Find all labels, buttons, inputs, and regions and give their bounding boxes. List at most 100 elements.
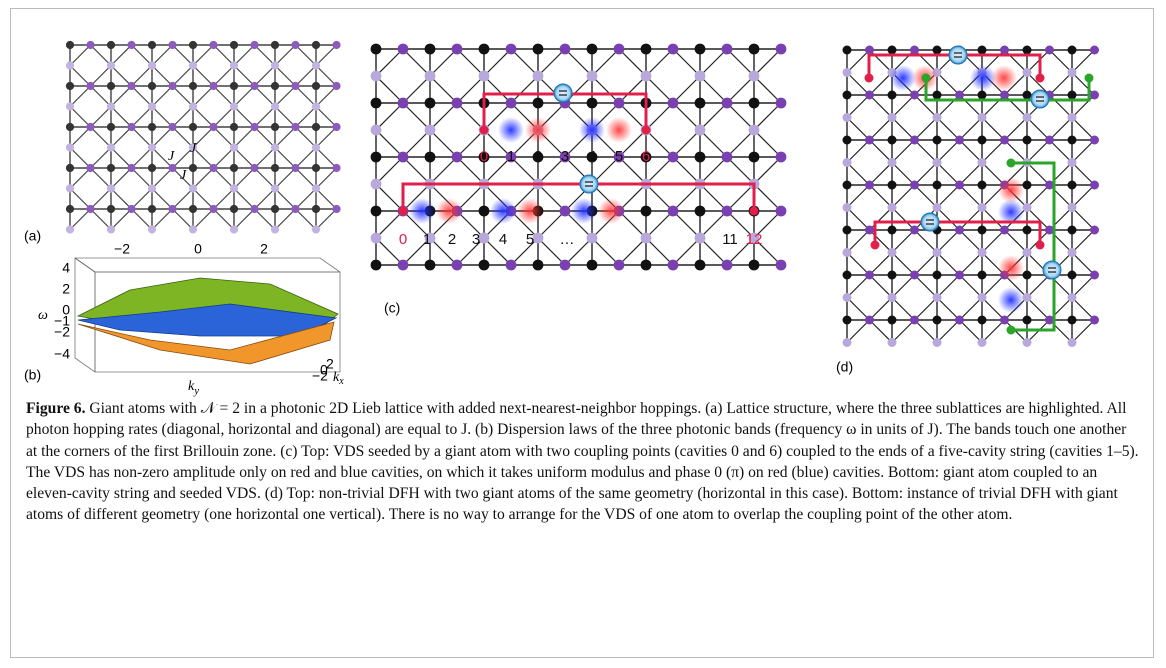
- bond: [754, 130, 781, 157]
- bond: [937, 95, 960, 118]
- site: [332, 205, 340, 213]
- bond: [847, 320, 870, 343]
- bond: [193, 189, 214, 210]
- site: [865, 91, 874, 100]
- site: [479, 71, 490, 82]
- site: [66, 82, 74, 90]
- bond: [234, 45, 255, 66]
- bond: [892, 320, 915, 343]
- bond: [1050, 50, 1073, 73]
- site: [776, 152, 787, 163]
- bond: [960, 118, 983, 141]
- bond: [870, 298, 893, 321]
- site: [955, 136, 964, 145]
- site: [107, 143, 115, 151]
- bond: [275, 127, 296, 148]
- tick-label: −2: [54, 324, 70, 340]
- bond: [1027, 208, 1050, 231]
- bond: [847, 185, 870, 208]
- bond: [915, 118, 938, 141]
- bond: [255, 209, 276, 230]
- bond: [173, 107, 194, 128]
- bond: [193, 209, 214, 230]
- site: [189, 123, 197, 131]
- bond: [937, 73, 960, 96]
- bond: [892, 275, 915, 298]
- bond: [376, 157, 403, 184]
- bond: [1005, 95, 1028, 118]
- bond: [111, 168, 132, 189]
- tick-label: 4: [62, 260, 70, 276]
- bond: [673, 211, 700, 238]
- site: [230, 184, 238, 192]
- site: [371, 206, 382, 217]
- site: [271, 102, 279, 110]
- site: [291, 41, 299, 49]
- caption-text: Giant atoms with 𝒩 = 2 in a photonic 2D …: [26, 400, 1139, 523]
- bond: [1072, 275, 1095, 298]
- bond: [193, 107, 214, 128]
- site: [641, 206, 652, 217]
- site: [978, 316, 987, 325]
- site: [209, 123, 217, 131]
- bond: [1027, 118, 1050, 141]
- bond: [673, 103, 700, 130]
- bond: [870, 185, 893, 208]
- site: [189, 102, 197, 110]
- bond: [1072, 140, 1095, 163]
- site: [398, 152, 409, 163]
- giant-atom: [554, 84, 572, 102]
- bond: [255, 86, 276, 107]
- site: [148, 123, 156, 131]
- site: [933, 293, 942, 302]
- site: [978, 136, 987, 145]
- bond: [847, 208, 870, 231]
- site: [425, 44, 436, 55]
- site: [479, 206, 490, 217]
- tick-label: 2: [260, 241, 268, 257]
- site: [250, 41, 258, 49]
- bond: [915, 253, 938, 276]
- site: [978, 293, 987, 302]
- site: [587, 44, 598, 55]
- cavity-label: …: [560, 231, 575, 248]
- bond: [700, 157, 727, 184]
- site: [148, 61, 156, 69]
- bond: [700, 49, 727, 76]
- site: [332, 82, 340, 90]
- bond: [847, 253, 870, 276]
- bond: [376, 76, 403, 103]
- bond: [960, 185, 983, 208]
- site: [776, 98, 787, 109]
- site: [865, 316, 874, 325]
- bond: [870, 95, 893, 118]
- bond: [1050, 95, 1073, 118]
- bond: [316, 107, 337, 128]
- site: [479, 260, 490, 271]
- site: [1068, 293, 1077, 302]
- bond: [275, 168, 296, 189]
- bond: [111, 209, 132, 230]
- site: [614, 260, 625, 271]
- bond: [255, 107, 276, 128]
- bond: [275, 209, 296, 230]
- site: [66, 102, 74, 110]
- site: [668, 206, 679, 217]
- site: [332, 41, 340, 49]
- site: [888, 158, 897, 167]
- site: [1045, 136, 1054, 145]
- site: [668, 98, 679, 109]
- bond: [70, 45, 91, 66]
- site: [1068, 113, 1077, 122]
- figure-art: (a) (b) (c) (d) J J J −2 0 2 4 2 0 −1 −2…: [0, 0, 1166, 400]
- site: [332, 123, 340, 131]
- bond: [296, 148, 317, 169]
- site: [127, 41, 135, 49]
- site: [1000, 46, 1009, 55]
- bond: [91, 107, 112, 128]
- site: [888, 248, 897, 257]
- bond: [982, 118, 1005, 141]
- site: [1068, 158, 1077, 167]
- site: [865, 226, 874, 235]
- site: [910, 181, 919, 190]
